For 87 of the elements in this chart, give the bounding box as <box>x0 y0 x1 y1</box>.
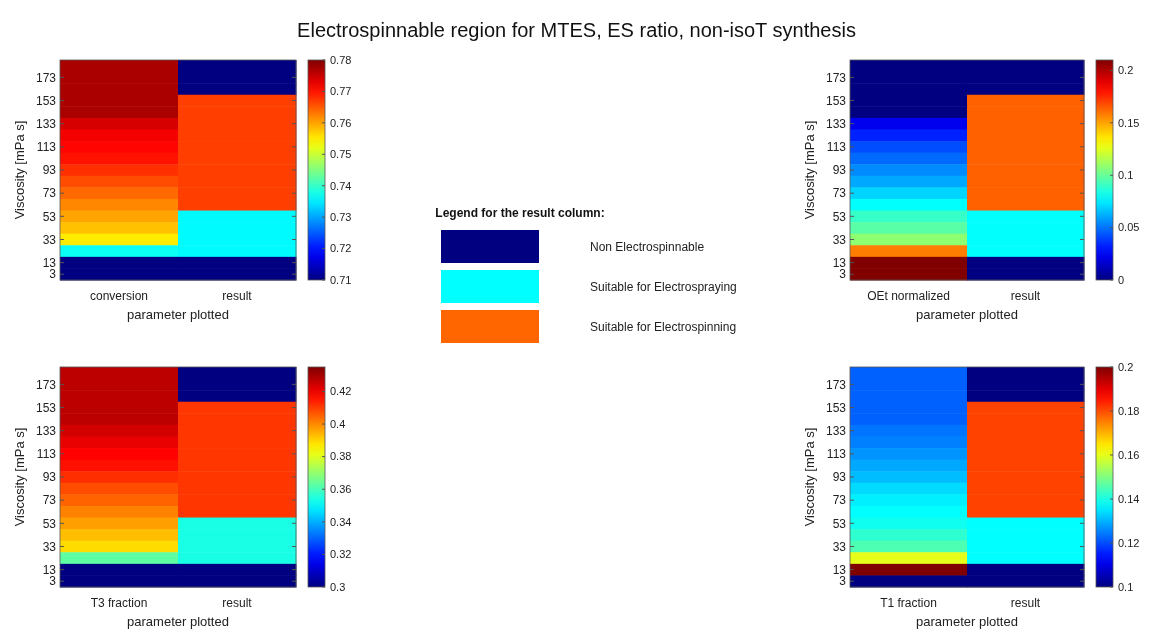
y-axis-title: Viscosity [mPa s] <box>802 427 817 527</box>
y-tick-label: 113 <box>36 140 57 155</box>
y-axis-title: Viscosity [mPa s] <box>802 120 817 220</box>
x-axis-title: parameter plotted <box>916 307 1018 322</box>
color-bar-label: 0.2 <box>1118 360 1134 373</box>
y-tick-label: 53 <box>832 516 847 531</box>
y-tick-label: 73 <box>42 493 57 508</box>
x-tick-label: T1 fraction <box>880 596 937 610</box>
text: Electrospinnable region for MTES, ES ratio, non-isoT synthesis <box>297 19 856 41</box>
y-tick-label: 153 <box>35 400 57 415</box>
y-tick-label: 13 <box>832 255 847 270</box>
y-tick-label: 3 <box>839 574 847 589</box>
y-tick-label: 133 <box>35 423 57 438</box>
y-tick-label: 13 <box>42 255 57 270</box>
y-tick-label: 93 <box>42 470 57 485</box>
text: Legend for the result column: <box>435 206 605 220</box>
color-bar-label: 0.14 <box>1118 492 1140 505</box>
y-tick-label: 53 <box>42 516 57 531</box>
color-bar-label: 0.05 <box>1118 221 1140 234</box>
color-bar-label: 0.1 <box>1118 169 1134 182</box>
category-label: Suitable for Electrospinning <box>590 320 737 335</box>
y-tick-label: 73 <box>832 186 847 201</box>
color-bar-label: 0.34 <box>330 515 352 528</box>
y-tick-label: 153 <box>35 93 57 108</box>
y-tick-label: 133 <box>825 116 847 131</box>
x-tick-label: result <box>1010 289 1041 303</box>
y-tick-label: 33 <box>832 232 847 247</box>
x-tick-label: conversion <box>89 289 149 303</box>
color-bar-label: 0.4 <box>330 417 346 430</box>
y-tick-label: 153 <box>825 93 847 108</box>
x-tick-label: result <box>1010 596 1041 610</box>
color-bar-label: 0.1 <box>1118 580 1134 593</box>
color-bar-label: 0.78 <box>330 53 352 66</box>
color-bar-label: 0 <box>1118 273 1125 286</box>
y-tick-label: 113 <box>826 140 847 155</box>
y-tick-label: 93 <box>832 470 847 485</box>
y-tick-label: 33 <box>42 539 57 554</box>
x-axis-title: parameter plotted <box>127 614 229 629</box>
color-bar-label: 0.75 <box>330 148 352 161</box>
y-tick-label: 173 <box>825 70 847 85</box>
y-tick-label: 3 <box>49 267 57 282</box>
y-tick-label: 133 <box>35 116 57 131</box>
color-bar-label: 0.72 <box>330 242 352 255</box>
y-tick-label: 153 <box>825 400 847 415</box>
y-tick-label: 173 <box>35 70 57 85</box>
y-tick-label: 173 <box>35 377 57 392</box>
y-tick-label: 173 <box>825 377 847 392</box>
y-tick-label: 3 <box>839 267 847 282</box>
x-tick-label: OEt normalized <box>867 289 950 303</box>
color-bar-label: 0.73 <box>330 210 352 223</box>
category-label: Non Electrospinnable <box>590 240 705 255</box>
x-tick-label: result <box>222 289 253 303</box>
x-tick-label: result <box>222 596 253 610</box>
y-tick-label: 93 <box>42 163 57 178</box>
y-tick-label: 113 <box>826 447 847 462</box>
x-axis-title: parameter plotted <box>916 614 1018 629</box>
color-bar-label: 0.76 <box>330 116 352 129</box>
color-bar-label: 0.18 <box>1118 404 1140 417</box>
color-bar-label: 0.74 <box>330 179 352 192</box>
color-bar-label: 0.71 <box>330 273 352 286</box>
y-tick-label: 13 <box>42 562 57 577</box>
y-axis-title: Viscosity [mPa s] <box>12 120 27 220</box>
y-tick-label: 3 <box>49 574 57 589</box>
y-tick-label: 93 <box>832 163 847 178</box>
y-tick-label: 73 <box>832 493 847 508</box>
y-tick-label: 133 <box>825 423 847 438</box>
color-bar-label: 0.36 <box>330 483 352 496</box>
y-tick-label: 33 <box>42 232 57 247</box>
color-bar-label: 0.32 <box>330 548 352 561</box>
y-tick-label: 53 <box>832 209 847 224</box>
category-label: Suitable for Electrospraying <box>590 280 737 295</box>
color-bar-label: 0.3 <box>330 580 346 593</box>
color-bar-label: 0.38 <box>330 450 352 463</box>
color-bar-label: 0.12 <box>1118 536 1140 549</box>
y-tick-label: 13 <box>832 562 847 577</box>
x-axis-title: parameter plotted <box>127 307 229 322</box>
y-axis-title: Viscosity [mPa s] <box>12 427 27 527</box>
y-tick-label: 53 <box>42 209 57 224</box>
x-tick-label: T3 fraction <box>90 596 148 610</box>
color-bar-label: 0.15 <box>1118 116 1140 129</box>
color-bar-label: 0.42 <box>330 385 352 398</box>
y-tick-label: 113 <box>36 447 57 462</box>
color-bar-label: 0.16 <box>1118 448 1140 461</box>
y-tick-label: 73 <box>42 186 57 201</box>
color-bar-label: 0.2 <box>1118 64 1134 77</box>
color-bar-label: 0.77 <box>330 85 352 98</box>
y-tick-label: 33 <box>832 539 847 554</box>
